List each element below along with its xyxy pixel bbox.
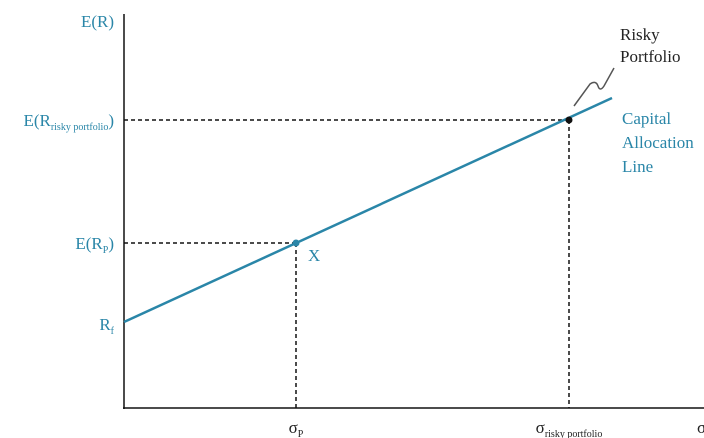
label-sub: risky portfolio [545, 429, 603, 438]
label-base: E(R [23, 111, 51, 130]
capital-allocation-line [123, 96, 613, 324]
label-close: ) [108, 111, 114, 130]
label-sub: P [298, 429, 304, 438]
label-base: R [99, 315, 111, 334]
line-label: Line [622, 157, 653, 176]
x-label: σrisky portfolio [536, 418, 603, 438]
y-axis-title: E(R) [81, 12, 114, 31]
x-label: σP [289, 418, 304, 438]
label-sub: f [111, 326, 115, 337]
annotation: Portfolio [620, 47, 680, 66]
point-label: X [308, 246, 320, 265]
y-label: E(Rrisky portfolio) [23, 111, 114, 133]
line-label: Allocation [622, 133, 694, 152]
label-base: σ [536, 418, 545, 437]
x-axis-title: σ [697, 418, 704, 437]
annotation: Risky [620, 25, 660, 44]
label-base: σ [289, 418, 298, 437]
label-base: E(R [75, 234, 103, 253]
label-sub: P [103, 245, 109, 256]
label-close: ) [108, 234, 114, 253]
risky-point [565, 116, 573, 124]
y-label: Rf [99, 315, 114, 337]
point-x [292, 239, 300, 247]
y-label: E(RP) [75, 234, 114, 256]
pointer [573, 67, 615, 107]
label-sub: risky portfolio [51, 122, 109, 133]
line-label: Capital [622, 109, 671, 128]
